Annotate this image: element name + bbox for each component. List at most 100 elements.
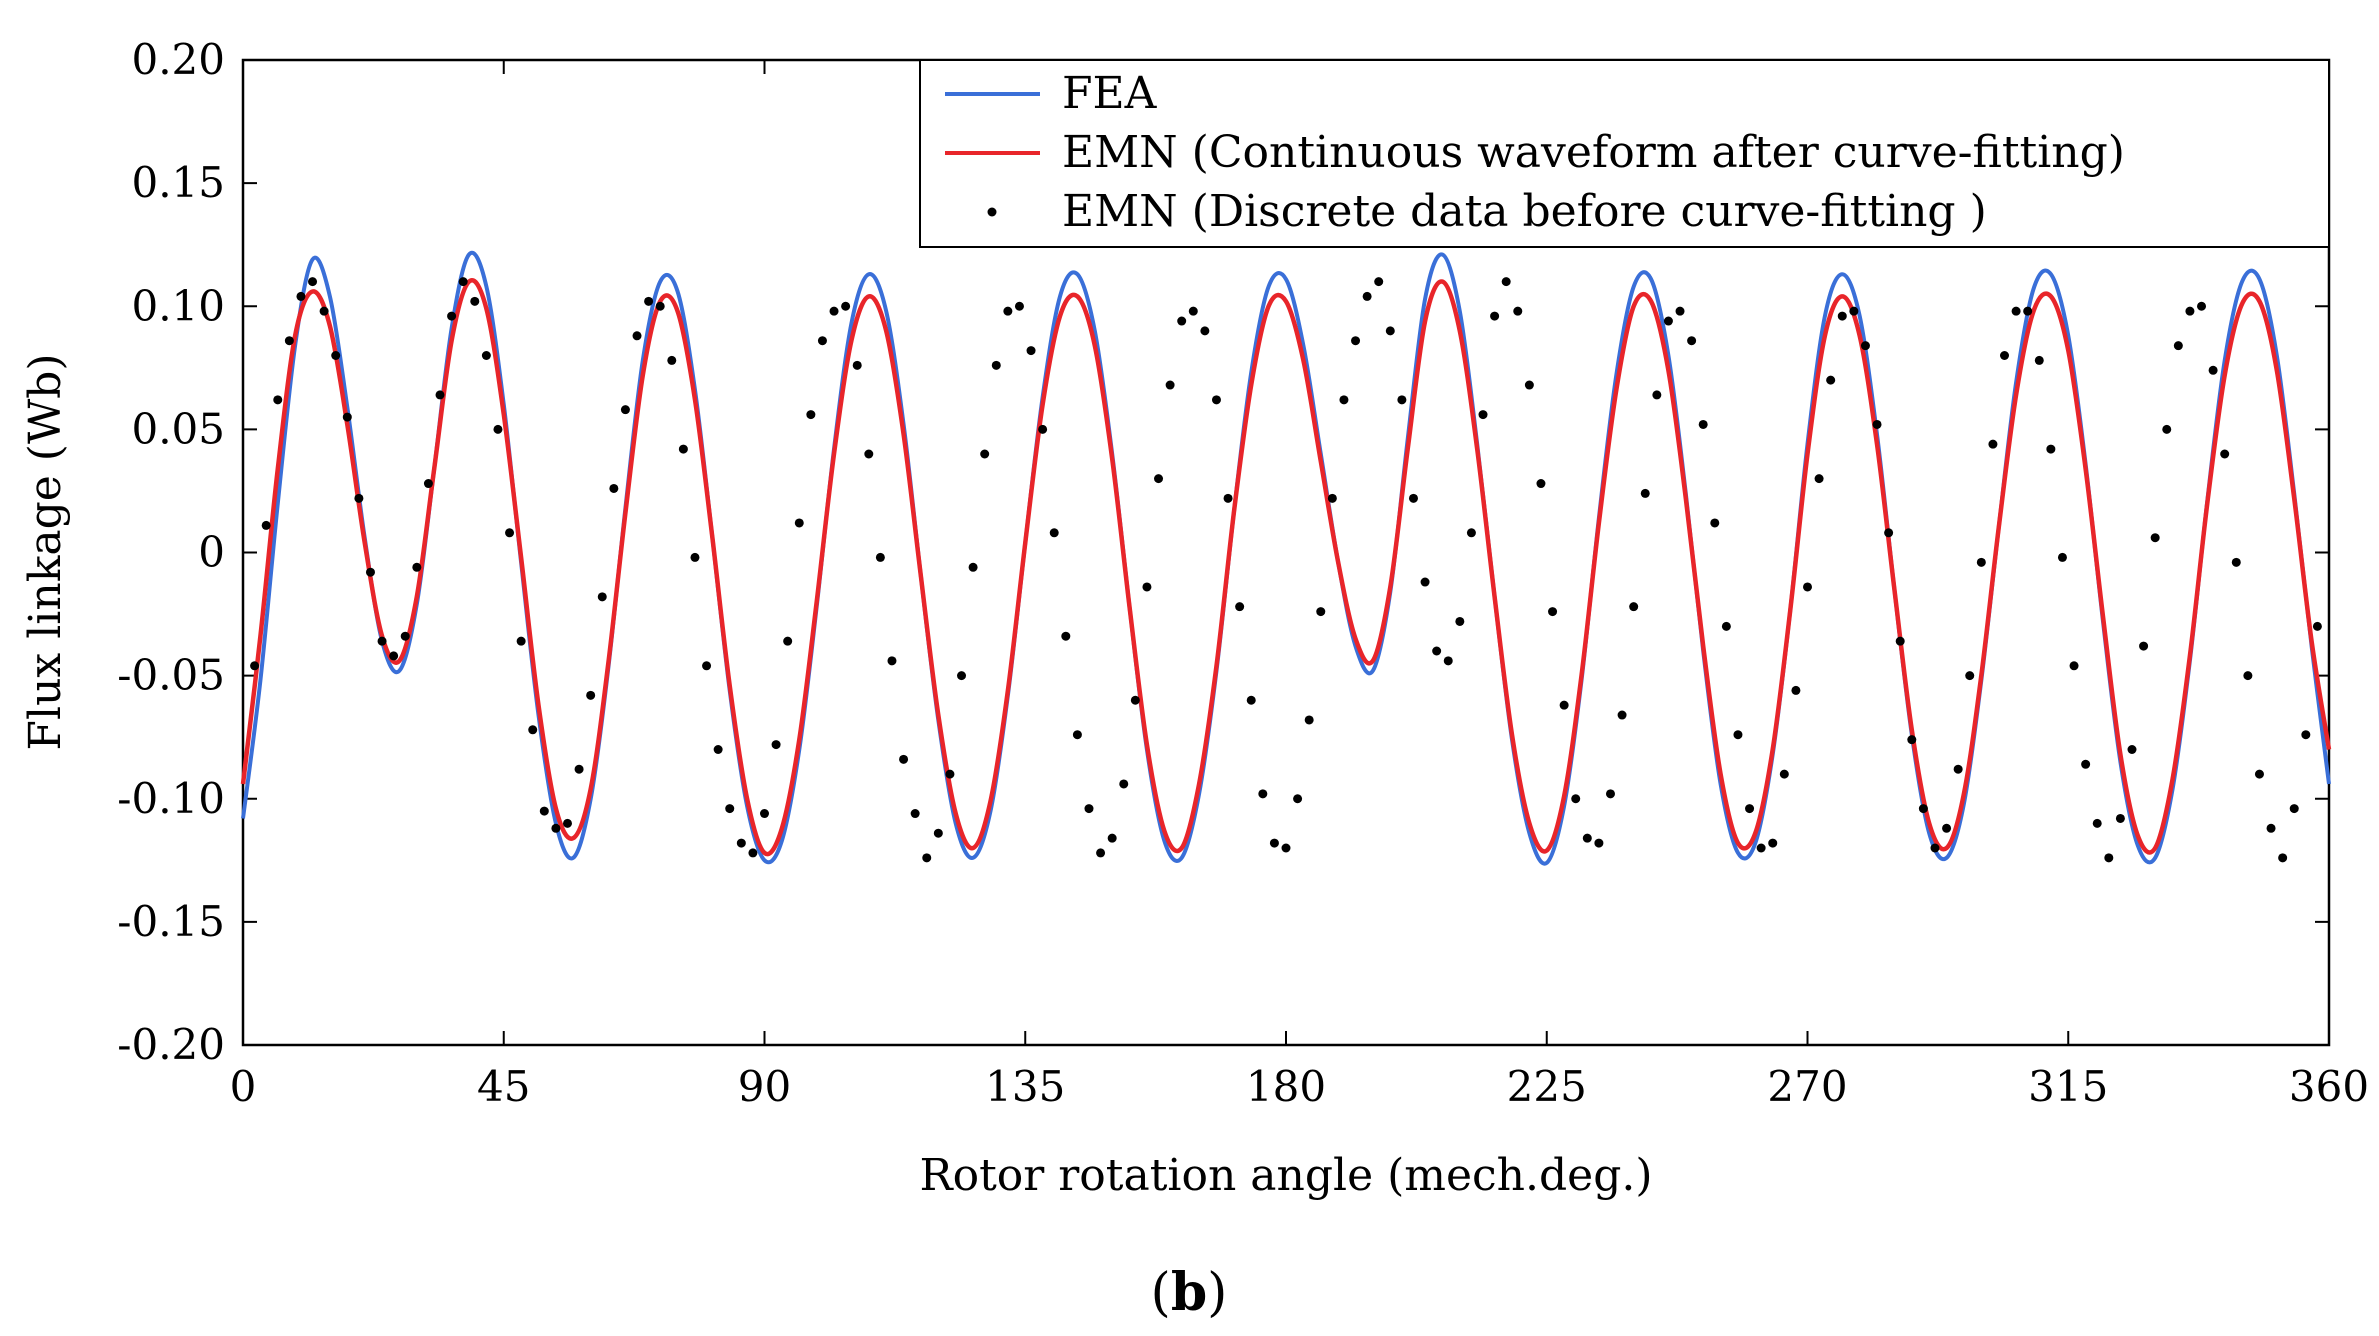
emn-discrete-point <box>2081 759 2091 769</box>
emn-discrete-point <box>644 296 654 306</box>
emn-discrete-point <box>1756 843 1766 853</box>
emn-discrete-point <box>2231 557 2241 567</box>
emn-discrete-point <box>632 331 642 341</box>
emn-discrete-point <box>1675 306 1685 316</box>
emn-discrete-point <box>1594 838 1604 848</box>
emn-discrete-point <box>1988 439 1998 449</box>
emn-discrete-point <box>389 651 399 661</box>
emn-discrete-point <box>1710 518 1720 528</box>
emn-discrete-point <box>1872 419 1882 429</box>
legend-swatch-emn-discrete <box>987 207 997 217</box>
emn-discrete-point <box>1130 695 1140 705</box>
emn-discrete-point <box>1548 607 1558 617</box>
emn-discrete-point <box>423 479 433 489</box>
emn-discrete-point <box>2011 306 2021 316</box>
emn-discrete-point <box>250 661 260 671</box>
emn-discrete-point <box>1779 769 1789 779</box>
emn-discrete-point <box>365 567 375 577</box>
emn-discrete-point <box>1907 735 1917 745</box>
emn-discrete-point <box>1478 410 1488 420</box>
emn-discrete-point <box>1942 823 1952 833</box>
emn-discrete-point <box>597 592 607 602</box>
emn-discrete-point <box>377 636 387 646</box>
caption-letter: b <box>1171 1262 1207 1323</box>
emn-discrete-point <box>1246 695 1256 705</box>
emn-discrete-point <box>2023 306 2033 316</box>
emn-discrete-point <box>1559 700 1569 710</box>
emn-discrete-point <box>2185 306 2195 316</box>
series-line-emn-continuous <box>240 278 2332 857</box>
emn-discrete-point <box>551 823 561 833</box>
emn-discrete-point <box>1443 656 1453 666</box>
figure-caption: (b) <box>1151 1262 1228 1323</box>
emn-discrete-point <box>1374 277 1384 287</box>
emn-discrete-point <box>968 562 978 572</box>
emn-discrete-point <box>655 301 665 311</box>
emn-discrete-point <box>864 449 874 459</box>
y-tick-label: -0.05 <box>117 651 225 700</box>
emn-discrete-point <box>1501 277 1511 287</box>
emn-discrete-point <box>447 311 457 321</box>
emn-discrete-point <box>945 769 955 779</box>
series-line-fea <box>241 250 2331 866</box>
emn-discrete-point <box>1814 474 1824 484</box>
emn-discrete-point <box>528 725 538 735</box>
emn-discrete-point <box>273 395 283 405</box>
emn-discrete-point <box>713 745 723 754</box>
emn-discrete-point <box>841 301 851 311</box>
emn-discrete-point <box>1860 341 1870 351</box>
emn-discrete-point <box>1884 528 1894 538</box>
emn-discrete-point <box>2197 301 2207 311</box>
emn-discrete-point <box>331 351 341 360</box>
emn-discrete-point <box>748 848 758 858</box>
y-tick-label: -0.10 <box>117 774 225 823</box>
x-tick-label: 45 <box>477 1062 530 1111</box>
emn-discrete-point <box>1466 528 1476 538</box>
emn-discrete-point <box>667 355 677 365</box>
emn-discrete-point <box>342 412 352 422</box>
emn-discrete-point <box>1953 764 1963 774</box>
x-tick-label: 90 <box>738 1062 791 1111</box>
y-tick-label: 0.15 <box>131 158 225 207</box>
emn-discrete-point <box>1582 833 1592 843</box>
emn-discrete-point <box>284 336 294 346</box>
emn-discrete-point <box>887 656 897 666</box>
emn-discrete-point <box>922 853 932 863</box>
x-axis-title: Rotor rotation angle (mech.deg.) <box>919 1150 1652 1201</box>
emn-discrete-point <box>2139 641 2149 651</box>
emn-discrete-point <box>1640 488 1650 498</box>
emn-discrete-point <box>1084 804 1094 814</box>
emn-discrete-point <box>2115 813 2125 823</box>
emn-discrete-point <box>736 838 746 848</box>
emn-discrete-point <box>1003 306 1013 316</box>
emn-discrete-point <box>1316 607 1326 617</box>
emn-discrete-point <box>1420 577 1430 587</box>
emn-discrete-point <box>1119 779 1129 789</box>
legend-label-emn-continuous: EMN (Continuous waveform after curve-fit… <box>1062 127 2125 178</box>
emn-discrete-point <box>1432 646 1442 656</box>
emn-discrete-point <box>1385 326 1395 336</box>
emn-discrete-point <box>1327 493 1337 503</box>
series-layer <box>240 250 2332 866</box>
y-tick-label: -0.20 <box>117 1020 225 1069</box>
emn-discrete-point <box>1976 557 1986 567</box>
emn-discrete-point <box>1188 306 1198 316</box>
emn-discrete-point <box>1629 602 1639 612</box>
emn-discrete-point <box>1605 789 1615 799</box>
emn-discrete-point <box>678 444 688 454</box>
emn-discrete-point <box>481 351 491 360</box>
emn-discrete-point <box>725 804 735 814</box>
y-axis-title: Flux linkage (Wb) <box>20 353 71 750</box>
emn-discrete-point <box>2034 355 2044 365</box>
emn-discrete-point <box>586 690 596 700</box>
emn-discrete-point <box>817 336 827 346</box>
emn-discrete-point <box>1049 528 1059 538</box>
emn-discrete-point <box>2289 804 2299 814</box>
emn-discrete-point <box>1652 390 1662 400</box>
emn-discrete-point <box>1733 730 1743 740</box>
emn-discrete-point <box>2046 444 2056 454</box>
emn-discrete-point <box>412 562 422 572</box>
emn-discrete-point <box>806 410 816 420</box>
x-axis: 0 45 90 135 180 225 270 315 360 <box>230 60 2369 1111</box>
